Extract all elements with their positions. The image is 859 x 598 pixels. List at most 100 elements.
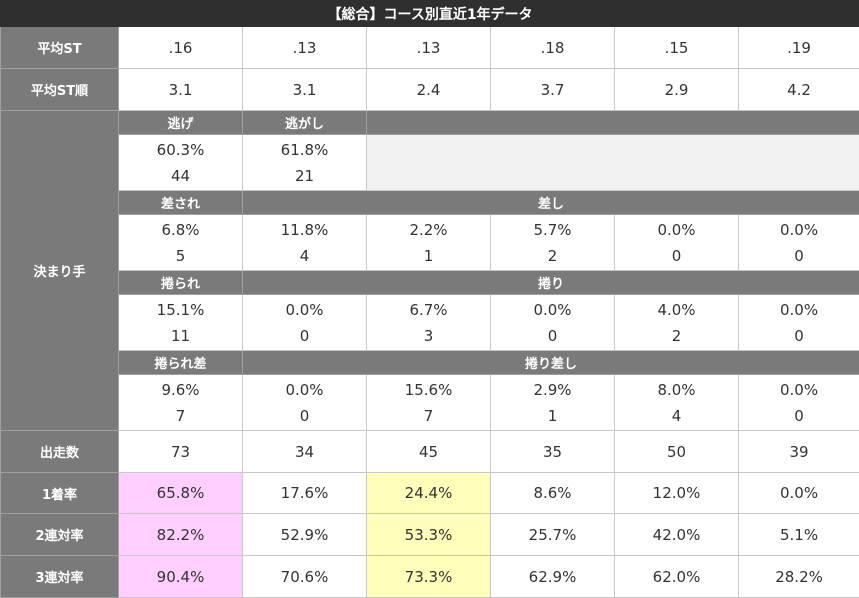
kimarite-blank [365, 134, 859, 191]
makuri-rate: 6.7% [409, 300, 448, 319]
makuri-sashi-count: 0 [299, 406, 310, 425]
avg-st-rank-5: 2.9 [614, 68, 739, 111]
starts-2: 34 [242, 430, 367, 473]
makurare-rate: 15.1% [156, 300, 205, 319]
makuri-count: 0 [299, 326, 310, 345]
win-rate-4: 8.6% [490, 472, 615, 514]
sashi-rate: 5.7% [533, 220, 572, 239]
makuri-rate: 0.0% [285, 300, 324, 319]
makuri-sashi-rate: 0.0% [779, 380, 819, 399]
trio-rate-2: 70.6% [242, 555, 367, 598]
makuri-sashi-count: 4 [671, 406, 682, 425]
starts-5: 50 [614, 430, 739, 473]
makuri-header: 捲り [241, 270, 859, 295]
starts-6: 39 [737, 430, 859, 473]
makuri-sashi-rate: 8.0% [657, 380, 696, 399]
sasare-header: 差され [118, 190, 243, 215]
win-rate-2: 17.6% [242, 472, 367, 514]
sashi-count: 0 [671, 246, 682, 265]
table-title: 【総合】コース別直近1年データ [0, 0, 859, 27]
makuri-cell-5: 4.0% 2 [614, 294, 739, 351]
makuri-rate: 0.0% [779, 300, 819, 319]
makuri-sashi-rate: 2.9% [533, 380, 572, 399]
quinella-rate-1: 82.2% [118, 513, 243, 556]
quinella-rate-label: 2連対率 [0, 513, 119, 556]
quinella-rate-row: 2連対率 82.2% 52.9% 53.3% 25.7% 42.0% 5.1% [0, 513, 859, 556]
sashi-count: 4 [299, 246, 310, 265]
trio-rate-6: 28.2% [737, 555, 859, 598]
sashi-cell-4: 5.7% 2 [490, 214, 615, 271]
makuri-count: 0 [794, 326, 804, 345]
win-rate-6: 0.0% [737, 472, 859, 514]
sashi-count: 0 [794, 246, 804, 265]
sasare-cell: 6.8% 5 [118, 214, 243, 271]
nige-header: 逃げ [118, 110, 243, 135]
quinella-rate-4: 25.7% [490, 513, 615, 556]
avg-st-rank-row: 平均ST順 3.1 3.1 2.4 3.7 2.9 4.2 [0, 68, 859, 111]
quinella-rate-2: 52.9% [242, 513, 367, 556]
makuri-sashi-rate: 0.0% [285, 380, 324, 399]
makuri-sashi-count: 7 [423, 406, 434, 425]
win-rate-label: 1着率 [0, 472, 119, 514]
makuri-cell-2: 0.0% 0 [242, 294, 367, 351]
sashi-cell-2: 11.8% 4 [242, 214, 367, 271]
makuri-sashi-cell-6: 0.0% 0 [737, 374, 859, 431]
starts-1: 73 [118, 430, 243, 473]
sashi-rate: 0.0% [657, 220, 696, 239]
nigashi-header: 逃がし [242, 110, 367, 135]
trio-rate-3: 73.3% [366, 555, 491, 598]
sashi-header: 差し [241, 190, 859, 215]
avg-st-label: 平均ST [0, 26, 119, 69]
kimarite-label: 決まり手 [0, 110, 119, 431]
win-rate-row: 1着率 65.8% 17.6% 24.4% 8.6% 12.0% 0.0% [0, 472, 859, 514]
avg-st-rank-4: 3.7 [490, 68, 615, 111]
avg-st-6: .19 [737, 26, 859, 69]
avg-st-3: .13 [366, 26, 491, 69]
avg-st-4: .18 [490, 26, 615, 69]
sashi-rate: 0.0% [779, 220, 819, 239]
avg-st-rank-1: 3.1 [118, 68, 243, 111]
trio-rate-label: 3連対率 [0, 555, 119, 598]
makuri-sashi-count: 1 [547, 406, 558, 425]
makuri-rate: 0.0% [533, 300, 572, 319]
starts-3: 45 [366, 430, 491, 473]
quinella-rate-5: 42.0% [614, 513, 739, 556]
avg-st-rank-3: 2.4 [366, 68, 491, 111]
trio-rate-4: 62.9% [490, 555, 615, 598]
win-rate-1: 65.8% [118, 472, 243, 514]
makurare-sashi-count: 7 [175, 406, 186, 425]
avg-st-5: .15 [614, 26, 739, 69]
sashi-cell-3: 2.2% 1 [366, 214, 491, 271]
makuri-sashi-cell-4: 2.9% 1 [490, 374, 615, 431]
makurare-sashi-rate: 9.6% [161, 380, 200, 399]
avg-st-row: 平均ST .16 .13 .13 .18 .15 .19 [0, 26, 859, 69]
sashi-rate: 2.2% [409, 220, 448, 239]
nigashi-count: 21 [294, 166, 315, 185]
kimarite-header-blank [365, 110, 859, 135]
trio-rate-1: 90.4% [118, 555, 243, 598]
starts-row: 出走数 73 34 45 35 50 39 [0, 430, 859, 473]
makuri-count: 3 [423, 326, 434, 345]
makurare-header: 捲られ [118, 270, 243, 295]
avg-st-1: .16 [118, 26, 243, 69]
makurare-sashi-header: 捲られ差 [118, 350, 243, 375]
nige-count: 44 [170, 166, 191, 185]
starts-label: 出走数 [0, 430, 119, 473]
win-rate-3: 24.4% [366, 472, 491, 514]
quinella-rate-3: 53.3% [366, 513, 491, 556]
trio-rate-row: 3連対率 90.4% 70.6% 73.3% 62.9% 62.0% 28.2% [0, 555, 859, 598]
sasare-count: 5 [175, 246, 186, 265]
makuri-rate: 4.0% [657, 300, 696, 319]
trio-rate-5: 62.0% [614, 555, 739, 598]
makuri-cell-4: 0.0% 0 [490, 294, 615, 351]
nigashi-cell: 61.8% 21 [242, 134, 367, 191]
makuri-sashi-rate: 15.6% [404, 380, 453, 399]
nige-rate: 60.3% [156, 140, 205, 159]
makuri-count: 0 [547, 326, 558, 345]
nige-cell: 60.3% 44 [118, 134, 243, 191]
avg-st-rank-2: 3.1 [242, 68, 367, 111]
sashi-cell-5: 0.0% 0 [614, 214, 739, 271]
sashi-cell-6: 0.0% 0 [737, 214, 859, 271]
sashi-rate: 11.8% [280, 220, 329, 239]
avg-st-2: .13 [242, 26, 367, 69]
